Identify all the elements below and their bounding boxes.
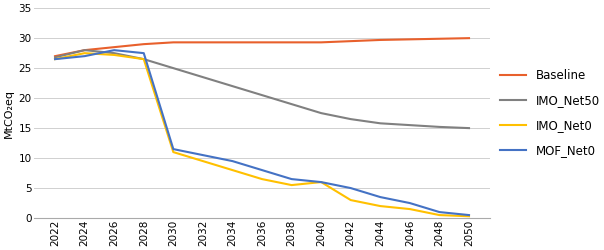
IMO_Net50: [81, 49, 88, 52]
IMO_Net50: [111, 52, 118, 55]
Baseline: [347, 40, 355, 43]
IMO_Net50: [51, 56, 59, 59]
IMO_Net0: [347, 198, 355, 202]
IMO_Net50: [406, 124, 414, 126]
IMO_Net50: [199, 76, 207, 79]
Baseline: [377, 38, 384, 42]
IMO_Net0: [318, 180, 325, 184]
MOF_Net0: [318, 180, 325, 184]
Line: IMO_Net0: IMO_Net0: [55, 53, 469, 216]
MOF_Net0: [259, 168, 266, 172]
IMO_Net0: [288, 184, 295, 186]
Baseline: [51, 55, 59, 58]
IMO_Net50: [259, 94, 266, 97]
Line: MOF_Net0: MOF_Net0: [55, 50, 469, 215]
IMO_Net0: [466, 215, 473, 218]
MOF_Net0: [436, 210, 443, 214]
MOF_Net0: [377, 196, 384, 198]
MOF_Net0: [170, 148, 177, 150]
IMO_Net0: [377, 204, 384, 208]
Line: Baseline: Baseline: [55, 38, 469, 56]
IMO_Net50: [318, 112, 325, 114]
Baseline: [140, 43, 147, 46]
Baseline: [259, 41, 266, 44]
MOF_Net0: [81, 55, 88, 58]
IMO_Net0: [436, 214, 443, 216]
Baseline: [199, 41, 207, 44]
Baseline: [229, 41, 236, 44]
MOF_Net0: [229, 160, 236, 162]
MOF_Net0: [466, 214, 473, 216]
MOF_Net0: [347, 186, 355, 190]
IMO_Net50: [229, 85, 236, 88]
MOF_Net0: [140, 52, 147, 55]
IMO_Net0: [51, 58, 59, 61]
IMO_Net0: [406, 208, 414, 210]
Baseline: [111, 46, 118, 49]
IMO_Net50: [466, 126, 473, 130]
IMO_Net50: [170, 67, 177, 70]
Baseline: [318, 41, 325, 44]
IMO_Net0: [259, 178, 266, 180]
Baseline: [170, 41, 177, 44]
MOF_Net0: [406, 202, 414, 204]
Baseline: [436, 37, 443, 40]
Y-axis label: MtCO₂eq: MtCO₂eq: [4, 88, 14, 138]
Baseline: [288, 41, 295, 44]
MOF_Net0: [111, 49, 118, 52]
IMO_Net50: [347, 118, 355, 120]
MOF_Net0: [51, 58, 59, 61]
IMO_Net0: [229, 168, 236, 172]
IMO_Net50: [140, 58, 147, 61]
Baseline: [466, 37, 473, 40]
Line: IMO_Net50: IMO_Net50: [55, 50, 469, 128]
Baseline: [406, 38, 414, 41]
IMO_Net0: [140, 58, 147, 61]
Baseline: [81, 49, 88, 52]
IMO_Net0: [111, 54, 118, 56]
IMO_Net0: [81, 52, 88, 55]
IMO_Net0: [170, 150, 177, 154]
IMO_Net50: [288, 102, 295, 106]
MOF_Net0: [199, 154, 207, 156]
MOF_Net0: [288, 178, 295, 180]
IMO_Net50: [377, 122, 384, 125]
IMO_Net50: [436, 126, 443, 128]
IMO_Net0: [199, 160, 207, 162]
Legend: Baseline, IMO_Net50, IMO_Net0, MOF_Net0: Baseline, IMO_Net50, IMO_Net0, MOF_Net0: [500, 70, 600, 157]
